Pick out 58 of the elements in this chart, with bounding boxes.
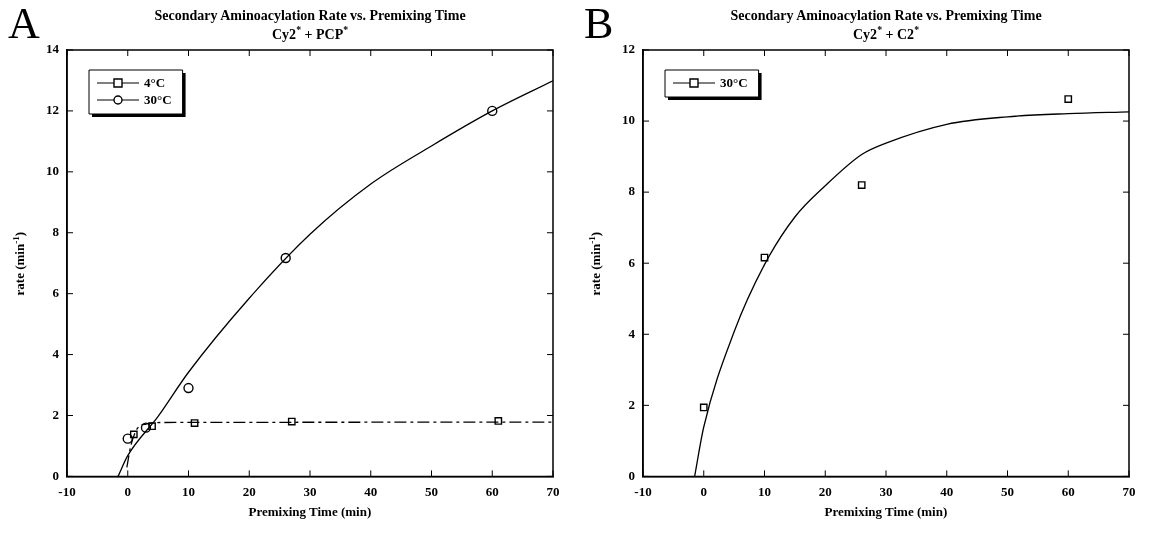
x-tick-label: 50 — [425, 483, 438, 499]
x-tick-label: 0 — [124, 483, 131, 499]
text: A — [8, 0, 40, 49]
x-tick-label: 70 — [546, 483, 560, 499]
x-tick-label: -10 — [634, 483, 652, 499]
legend-label: 4°C — [144, 75, 166, 91]
point — [140, 422, 152, 433]
y-tick-label: 0 — [628, 467, 635, 483]
chart-subtitle: Cy2$^{*}$ + PCP$^{*}$ — [272, 23, 349, 42]
x-tick-label: 40 — [364, 483, 378, 499]
point — [183, 382, 194, 394]
y-tick-label: 4 — [628, 325, 636, 341]
point — [190, 419, 199, 427]
x-tick-label: 40 — [940, 483, 954, 499]
y-tick-label: 12 — [622, 41, 635, 57]
x-tick-label: 10 — [758, 483, 771, 499]
x-tick-label: 30 — [879, 483, 893, 499]
y-tick-label: 0 — [52, 467, 59, 483]
point — [1064, 95, 1073, 103]
point — [122, 433, 133, 444]
point — [148, 422, 156, 431]
x-axis-title: Premixing Time (min) — [248, 504, 372, 521]
y-tick-label: 8 — [628, 183, 636, 199]
x-tick-label: 0 — [700, 483, 707, 499]
x-tick-label: 20 — [818, 483, 832, 499]
point — [129, 430, 138, 439]
point — [699, 403, 708, 412]
chart-title: Secondary Aminoacylation Rate vs. Premixing Time — [730, 8, 1042, 23]
text: B — [584, 0, 614, 49]
point — [287, 417, 296, 426]
point — [760, 253, 769, 262]
y-tick-label: 2 — [628, 396, 635, 412]
y-tick-label: 6 — [52, 285, 60, 301]
legend-label: 30°C — [144, 92, 172, 108]
y-tick-label: 6 — [628, 254, 636, 270]
x-tick-label: -10 — [58, 483, 76, 499]
x-tick-label: 10 — [182, 483, 195, 499]
x-tick-label: 20 — [242, 483, 256, 499]
x-tick-label: 30 — [303, 483, 317, 499]
point — [857, 181, 866, 189]
y-tick-label: 14 — [46, 41, 60, 57]
y-tick-label: 10 — [622, 112, 635, 128]
chart-subtitle: Cy2$^{*}$ + C2$^{*}$ — [853, 23, 920, 42]
y-tick-label: 2 — [52, 406, 59, 422]
x-tick-label: 50 — [1001, 483, 1014, 499]
y-tick-label: 8 — [52, 224, 60, 240]
y-tick-label: 4 — [52, 345, 60, 361]
x-tick-label: 60 — [1061, 483, 1075, 499]
x-axis-title: Premixing Time (min) — [824, 504, 948, 521]
chart-title: Secondary Aminoacylation Rate vs. Premixing Time — [154, 8, 466, 23]
legend-label: 30°C — [720, 75, 748, 91]
point — [494, 417, 503, 425]
point — [487, 105, 498, 117]
y-tick-label: 10 — [46, 163, 59, 179]
x-tick-label: 60 — [485, 483, 499, 499]
y-tick-label: 12 — [46, 102, 59, 118]
x-tick-label: 70 — [1122, 483, 1136, 499]
point — [280, 252, 291, 264]
